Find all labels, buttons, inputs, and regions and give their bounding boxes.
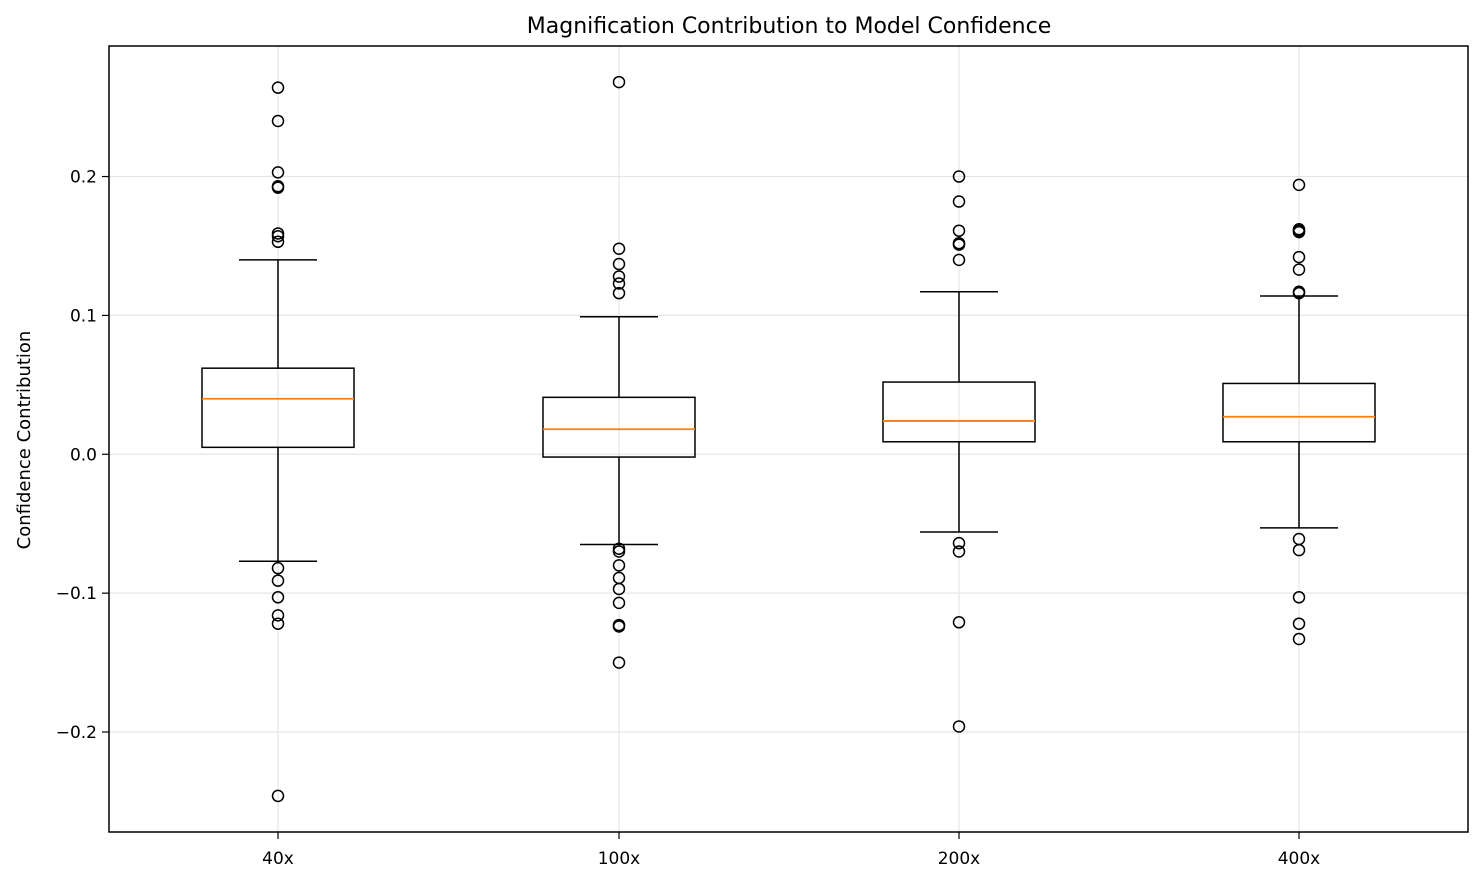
outlier-point bbox=[612, 582, 626, 596]
outlier-point bbox=[952, 253, 966, 267]
outlier-point bbox=[271, 591, 285, 604]
outlier-point bbox=[952, 170, 966, 183]
outlier-point bbox=[612, 257, 626, 271]
outlier-point bbox=[1292, 543, 1306, 557]
outlier-point bbox=[952, 720, 966, 733]
box-iqr bbox=[201, 367, 355, 449]
outlier-point bbox=[1292, 632, 1306, 646]
outlier-point bbox=[612, 75, 626, 89]
outlier-point bbox=[952, 238, 966, 251]
x-tick-label: 200x bbox=[938, 849, 981, 869]
box-group-40x bbox=[201, 81, 355, 803]
box-group-200x bbox=[882, 170, 1036, 733]
outlier-point bbox=[612, 270, 626, 283]
axis-layer: −0.2 −0.1 0.0 0.1 0.2 40x 100x 200x 400x bbox=[56, 168, 1321, 869]
x-tick-label: 40x bbox=[262, 849, 294, 869]
y-tick-label: −0.2 bbox=[56, 723, 97, 743]
box-group-100x bbox=[542, 75, 696, 669]
y-axis-label: Confidence Contribution bbox=[14, 331, 35, 550]
outlier-point bbox=[612, 545, 626, 558]
box-iqr bbox=[1222, 382, 1376, 443]
outlier-point bbox=[271, 574, 285, 587]
box-iqr bbox=[882, 381, 1036, 443]
outlier-point bbox=[271, 617, 285, 630]
outlier-point bbox=[952, 616, 966, 629]
plot-frame bbox=[108, 45, 1469, 833]
x-tick-label: 400x bbox=[1278, 849, 1321, 869]
grid-layer bbox=[109, 46, 1468, 832]
outlier-point bbox=[612, 242, 626, 255]
outlier-point bbox=[612, 596, 626, 610]
outlier-point bbox=[271, 81, 285, 94]
y-tick-label: −0.1 bbox=[56, 584, 97, 604]
outlier-point bbox=[271, 230, 285, 243]
box-iqr bbox=[542, 396, 696, 458]
y-tick-label: 0.1 bbox=[70, 306, 97, 326]
outlier-point bbox=[271, 166, 285, 179]
outlier-point bbox=[612, 620, 626, 633]
y-tick-label: 0.2 bbox=[70, 168, 97, 188]
box-group-400x bbox=[1222, 178, 1376, 646]
outlier-point bbox=[1292, 250, 1306, 264]
outlier-point bbox=[612, 286, 626, 300]
outlier-point bbox=[612, 656, 626, 669]
outlier-point bbox=[1292, 225, 1306, 239]
outlier-point bbox=[271, 181, 285, 194]
outlier-point bbox=[271, 114, 285, 128]
outlier-point bbox=[271, 235, 285, 249]
outlier-point bbox=[1292, 286, 1306, 300]
x-tick-label: 100x bbox=[598, 849, 641, 869]
box-layer bbox=[201, 75, 1376, 803]
outlier-point bbox=[1292, 591, 1306, 604]
chart-title: Magnification Contribution to Model Conf… bbox=[527, 14, 1051, 39]
outlier-point bbox=[952, 536, 966, 550]
outlier-point bbox=[271, 789, 285, 803]
outlier-point bbox=[612, 559, 626, 572]
outlier-point bbox=[952, 195, 966, 208]
outlier-point bbox=[1292, 263, 1306, 276]
outlier-point bbox=[1292, 178, 1306, 192]
outlier-point bbox=[952, 545, 966, 558]
outlier-point bbox=[1292, 617, 1306, 630]
outlier-point bbox=[271, 561, 285, 575]
outlier-point bbox=[952, 224, 966, 237]
outlier-point bbox=[612, 277, 626, 290]
y-tick-label: 0.0 bbox=[70, 445, 97, 465]
outlier-point bbox=[271, 609, 285, 622]
